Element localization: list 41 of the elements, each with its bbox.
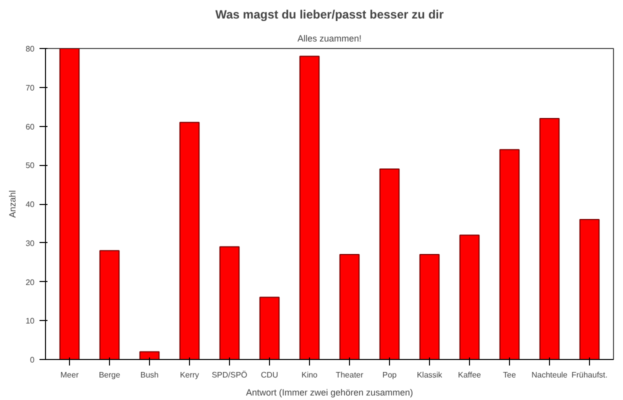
bar — [139, 351, 160, 360]
x-tick-label: Kino — [301, 370, 318, 380]
x-tick-label: Klassik — [416, 370, 444, 380]
bar — [499, 149, 520, 360]
x-tick-label: Meer — [60, 370, 79, 380]
y-tick-label: 20 — [26, 278, 36, 287]
x-tick-label: Bush — [140, 370, 159, 380]
y-tick-label: 50 — [26, 161, 36, 170]
y-axis-title: Anzahl — [8, 190, 18, 218]
x-tick-label: Frühaufst. — [571, 370, 608, 380]
x-tick-label: Tee — [503, 370, 516, 380]
x-tick-label: Nachteule — [531, 370, 568, 380]
bar — [219, 246, 240, 360]
bar — [539, 118, 560, 360]
x-tick-label: Pop — [382, 370, 398, 380]
bar — [339, 254, 360, 360]
y-tick-label: 40 — [26, 200, 36, 209]
y-tick-label: 30 — [26, 238, 36, 248]
y-tick-label: 70 — [26, 83, 36, 92]
x-tick-label: Berge — [98, 370, 121, 380]
y-tick-label: 10 — [26, 316, 36, 326]
bar — [99, 250, 120, 360]
y-tick-label: 80 — [26, 44, 36, 54]
bar — [419, 254, 440, 360]
bar — [299, 56, 320, 360]
chart-title: Was magst du lieber/passt besser zu dir — [215, 8, 444, 22]
bar — [259, 296, 280, 360]
bar — [459, 234, 480, 360]
chart-subtitle: Alles zuammen! — [297, 34, 362, 44]
x-tick-label: Kaffee — [458, 370, 482, 380]
x-tick-label: SPD/SPÖ — [212, 370, 248, 380]
bar — [579, 219, 600, 360]
x-tick-label: CDU — [260, 370, 278, 380]
y-tick-label: 60 — [26, 122, 36, 132]
y-tick-label: 0 — [30, 356, 36, 364]
bar — [179, 122, 200, 360]
x-axis-title: Antwort (Immer zwei gehören zusammen) — [246, 388, 414, 398]
bar — [59, 48, 80, 360]
x-tick-label: Theater — [336, 370, 364, 380]
x-tick-label: Kerry — [180, 370, 200, 380]
bar — [379, 168, 400, 360]
